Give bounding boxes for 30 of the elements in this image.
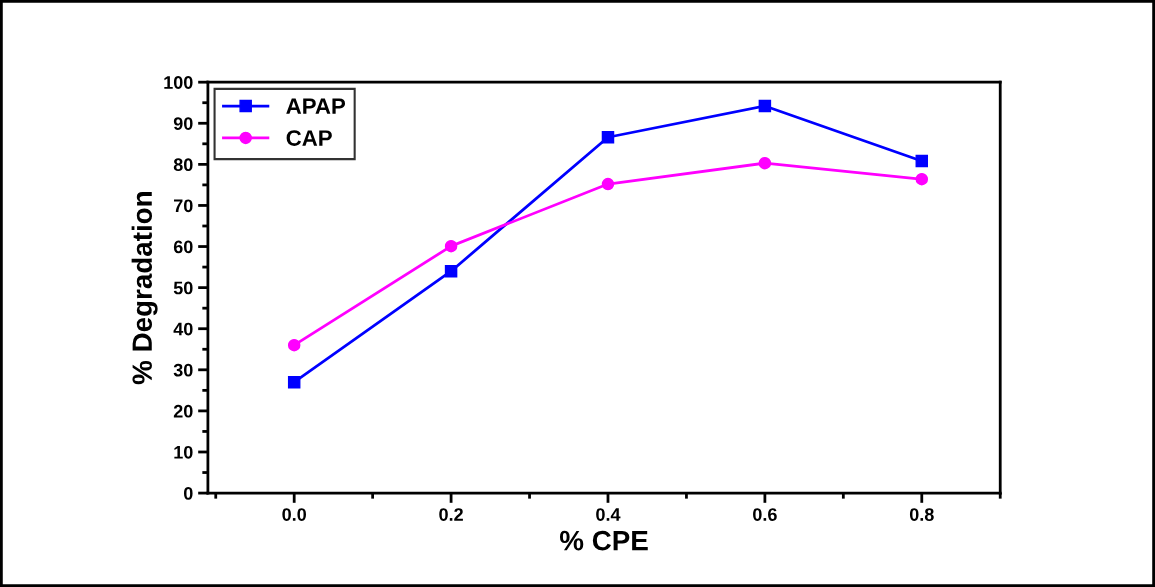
- y-tick-label: 20: [173, 404, 193, 418]
- point: [915, 154, 929, 168]
- point: [601, 177, 615, 191]
- point: [444, 264, 458, 278]
- x-axis-title: % CPE: [559, 530, 648, 551]
- y-tick-label: 30: [173, 363, 193, 377]
- y-tick-label: 40: [173, 322, 193, 336]
- point: [444, 239, 458, 253]
- y-tick-label: 80: [173, 158, 193, 172]
- point: [287, 338, 301, 352]
- point: [758, 99, 772, 113]
- y-tick-label: 70: [174, 199, 193, 213]
- x-tick-label: 0.0: [282, 508, 306, 521]
- y-axis-title: % Degradation: [131, 192, 158, 385]
- point: [601, 130, 615, 144]
- point: [287, 375, 301, 389]
- point: [758, 156, 772, 170]
- legend-label: APAP: [286, 98, 346, 114]
- legend-label: CAP: [286, 130, 332, 146]
- y-tick-label: 90: [173, 117, 193, 130]
- point: [915, 172, 929, 186]
- x-tick-label: 0.2: [439, 508, 463, 521]
- y-tick-label: 60: [173, 240, 193, 254]
- y-tick-label: 0: [183, 487, 193, 500]
- x-tick-label: 0.4: [596, 508, 621, 521]
- y-tick-label: 50: [173, 281, 193, 295]
- y-tick-label: 10: [174, 445, 193, 459]
- y-tick-label: 100: [164, 76, 193, 89]
- x-tick-label: 0.6: [753, 508, 777, 521]
- x-tick-label: 0.8: [909, 508, 934, 521]
